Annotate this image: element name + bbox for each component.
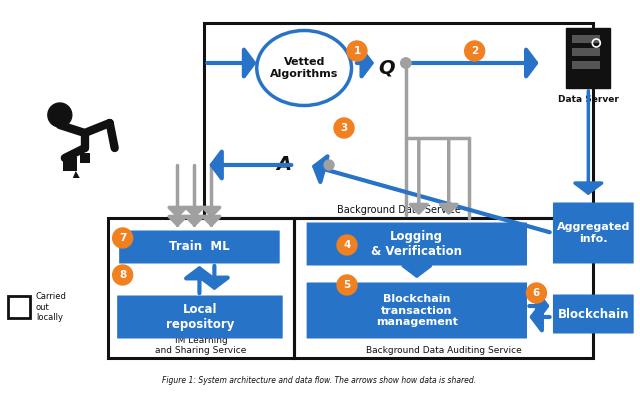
Circle shape <box>401 58 411 68</box>
Bar <box>63 157 77 171</box>
Bar <box>572 48 600 56</box>
Circle shape <box>324 160 334 170</box>
Circle shape <box>113 265 132 285</box>
FancyBboxPatch shape <box>117 296 283 338</box>
Text: 5: 5 <box>344 280 351 290</box>
Circle shape <box>527 283 547 303</box>
Bar <box>572 35 600 43</box>
Text: 4: 4 <box>343 240 351 250</box>
Circle shape <box>465 41 484 61</box>
Bar <box>572 61 600 69</box>
Circle shape <box>347 41 367 61</box>
Circle shape <box>48 103 72 127</box>
Text: Vetted
Algorithms: Vetted Algorithms <box>270 57 339 79</box>
Circle shape <box>113 228 132 248</box>
Bar <box>294 218 593 358</box>
Text: A: A <box>276 156 292 174</box>
Text: 3: 3 <box>340 123 348 133</box>
FancyBboxPatch shape <box>307 283 527 338</box>
Text: Logging
& Verification: Logging & Verification <box>371 230 462 258</box>
FancyBboxPatch shape <box>553 202 634 263</box>
Bar <box>8 296 30 318</box>
Bar <box>204 23 593 218</box>
Text: 7: 7 <box>119 233 126 243</box>
Text: IM Learning
and Sharing Service: IM Learning and Sharing Service <box>156 336 246 355</box>
Text: Aggregated
info.: Aggregated info. <box>557 222 630 244</box>
Text: Carried
out
locally: Carried out locally <box>36 292 67 322</box>
FancyBboxPatch shape <box>119 231 280 263</box>
Text: Q: Q <box>379 59 396 77</box>
Text: Train  ML: Train ML <box>169 241 230 253</box>
Bar <box>108 218 294 358</box>
Text: Background Data Auditing Service: Background Data Auditing Service <box>366 346 522 355</box>
Text: Background Data Service: Background Data Service <box>337 205 461 215</box>
Bar <box>566 28 611 88</box>
Circle shape <box>401 58 411 68</box>
Polygon shape <box>73 171 80 178</box>
Text: Data Server: Data Server <box>558 95 619 104</box>
Text: Local
repository: Local repository <box>166 303 234 331</box>
Text: 6: 6 <box>533 288 540 298</box>
Bar <box>80 153 90 163</box>
Circle shape <box>337 275 357 295</box>
Circle shape <box>334 118 354 138</box>
Text: 2: 2 <box>471 46 478 56</box>
Text: Blockchain: Blockchain <box>557 307 629 321</box>
Text: 1: 1 <box>353 46 360 56</box>
Text: Figure 1: System architecture and data flow. The arrows show how data is shared.: Figure 1: System architecture and data f… <box>162 376 476 385</box>
FancyBboxPatch shape <box>553 294 634 334</box>
Text: 8: 8 <box>119 270 126 280</box>
FancyBboxPatch shape <box>307 222 527 266</box>
Text: Blockchain
transaction
management: Blockchain transaction management <box>376 294 458 327</box>
Circle shape <box>337 235 357 255</box>
